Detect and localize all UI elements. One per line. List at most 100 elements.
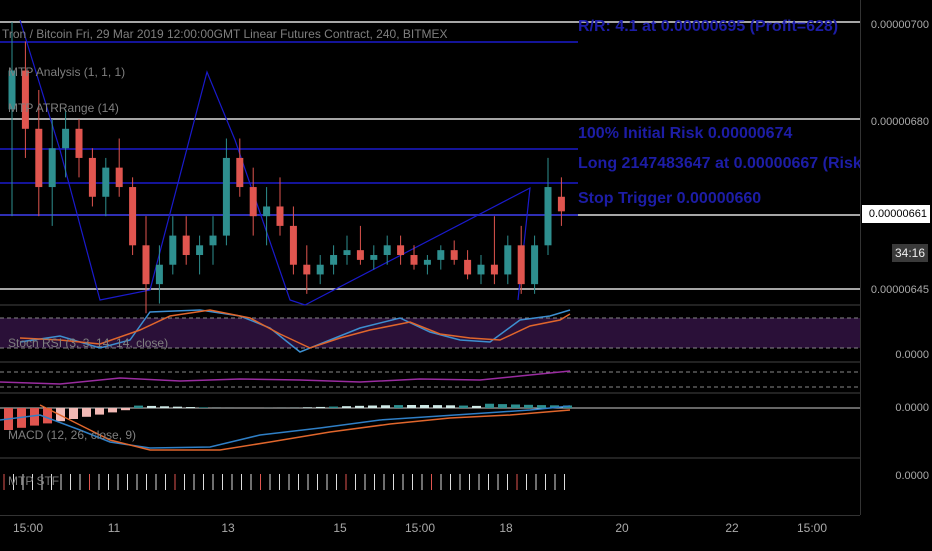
- candle-body: [437, 250, 444, 260]
- macd-histogram-bar: [82, 408, 91, 417]
- candle-body: [370, 255, 377, 260]
- time-label: 15:00: [797, 521, 827, 535]
- candle-body: [464, 260, 471, 275]
- macd-histogram-bar: [420, 405, 429, 408]
- candle-body: [411, 255, 418, 265]
- time-label: 15: [333, 521, 346, 535]
- stf-bars: [4, 474, 565, 490]
- candle-body: [504, 245, 511, 274]
- candle-body: [49, 148, 56, 187]
- candle-body: [290, 226, 297, 265]
- macd-histogram-bar: [394, 405, 403, 408]
- candle-body: [183, 236, 190, 255]
- stoch-rsi-label[interactable]: Stoch RSI (3, 3, 14, 14, close): [8, 336, 168, 350]
- candle-body: [491, 265, 498, 275]
- candle-body: [317, 265, 324, 275]
- macd-histogram-bar: [95, 408, 104, 415]
- candle-body: [531, 245, 538, 284]
- initial-risk-annotation: 100% Initial Risk 0.00000674: [578, 125, 792, 143]
- candle-body: [35, 129, 42, 187]
- macd-histogram-bar: [108, 408, 117, 412]
- macd-histogram-bar: [511, 404, 520, 408]
- macd-histogram-bar: [459, 406, 468, 408]
- rsi-line: [0, 371, 570, 384]
- candle-body: [62, 129, 69, 148]
- candle-body: [397, 245, 404, 255]
- time-label: 20: [615, 521, 628, 535]
- time-label: 18: [499, 521, 512, 535]
- macd-histogram-bar: [446, 405, 455, 408]
- macd-histogram-bar: [433, 405, 442, 408]
- macd-histogram-bar: [368, 406, 377, 408]
- candle-body: [22, 71, 29, 129]
- macd-histogram-bar: [186, 407, 195, 408]
- candle-body: [129, 187, 136, 245]
- indicator-atrrange-label[interactable]: MTP ATRRange (14): [8, 101, 119, 115]
- macd-histogram-bar: [485, 404, 494, 408]
- price-label-700: 0.00000700: [871, 19, 929, 31]
- macd-histogram-bar: [173, 407, 182, 408]
- macd-histogram-bar: [498, 404, 507, 408]
- macd-axis-label: 0.0000: [895, 402, 929, 414]
- macd-label[interactable]: MACD (12, 26, close, 9): [8, 428, 136, 442]
- candle-body: [545, 187, 552, 245]
- candle-body: [236, 158, 243, 187]
- candle-body: [116, 168, 123, 187]
- time-label: 15:00: [405, 521, 435, 535]
- candle-body: [518, 245, 525, 284]
- time-label: 15:00: [13, 521, 43, 535]
- candle-body: [76, 129, 83, 158]
- candle-body: [263, 206, 270, 216]
- macd-histogram-bar: [316, 407, 325, 408]
- macd-histogram-bar: [134, 406, 143, 408]
- long-annotation: Long 2147483647 at 0.00000667 (Risk=1: [578, 155, 880, 173]
- macd-histogram-bar: [160, 406, 169, 408]
- candle-body: [102, 168, 109, 197]
- price-label-645: 0.00000645: [871, 284, 929, 296]
- time-axis[interactable]: 15:00 11 13 15 15:00 18 20 22 15:00: [0, 515, 860, 551]
- current-price-badge: 0.00000661: [862, 205, 930, 223]
- zigzag-line: [20, 20, 530, 305]
- macd-histogram-bar: [472, 406, 481, 408]
- macd-histogram-bar: [407, 405, 416, 408]
- time-label: 22: [725, 521, 738, 535]
- candle-body: [143, 245, 150, 284]
- candle-body: [478, 265, 485, 275]
- macd-histogram-bar: [381, 405, 390, 408]
- candle-body: [250, 187, 257, 216]
- rr-annotation: R/R: 4.1 at 0.00000695 (Profit=628): [578, 18, 838, 36]
- macd-histogram-bar: [524, 405, 533, 408]
- price-label-680: 0.00000680: [871, 116, 929, 128]
- macd-histogram-bar: [147, 406, 156, 408]
- macd-histogram-bar: [329, 407, 338, 408]
- candle-body: [210, 236, 217, 246]
- candle-body: [424, 260, 431, 265]
- macd-histogram-bar: [121, 408, 130, 410]
- stf-axis-label: 0.0000: [895, 470, 929, 482]
- symbol-header: Tron / Bitcoin Fri, 29 Mar 2019 12:00:00…: [2, 27, 448, 41]
- macd-histogram-bar: [342, 406, 351, 408]
- candle-body: [344, 250, 351, 255]
- macd-histogram-bar: [355, 406, 364, 408]
- candle-body: [558, 197, 565, 212]
- candle-body: [330, 255, 337, 265]
- stoch-axis-label: 0.0000: [895, 349, 929, 361]
- candle-body: [451, 250, 458, 260]
- candle-body: [156, 265, 163, 284]
- time-label: 11: [108, 521, 120, 535]
- macd-histogram-bar: [199, 407, 208, 408]
- candle-body: [89, 158, 96, 197]
- time-label: 13: [221, 521, 234, 535]
- candle-body: [277, 206, 284, 225]
- candle-body: [196, 245, 203, 255]
- stop-trigger-annotation: Stop Trigger 0.00000660: [578, 190, 761, 208]
- bar-countdown: 34:16: [892, 244, 928, 262]
- indicator-mtp-analysis-label[interactable]: MTP Analysis (1, 1, 1): [8, 65, 125, 79]
- macd-histogram-bar: [537, 405, 546, 408]
- stf-label[interactable]: MTP STF: [8, 474, 59, 488]
- candle-body: [384, 245, 391, 255]
- candle-body: [169, 236, 176, 265]
- macd-histogram-bar: [303, 407, 312, 408]
- candle-body: [357, 250, 364, 260]
- candle-body: [303, 265, 310, 275]
